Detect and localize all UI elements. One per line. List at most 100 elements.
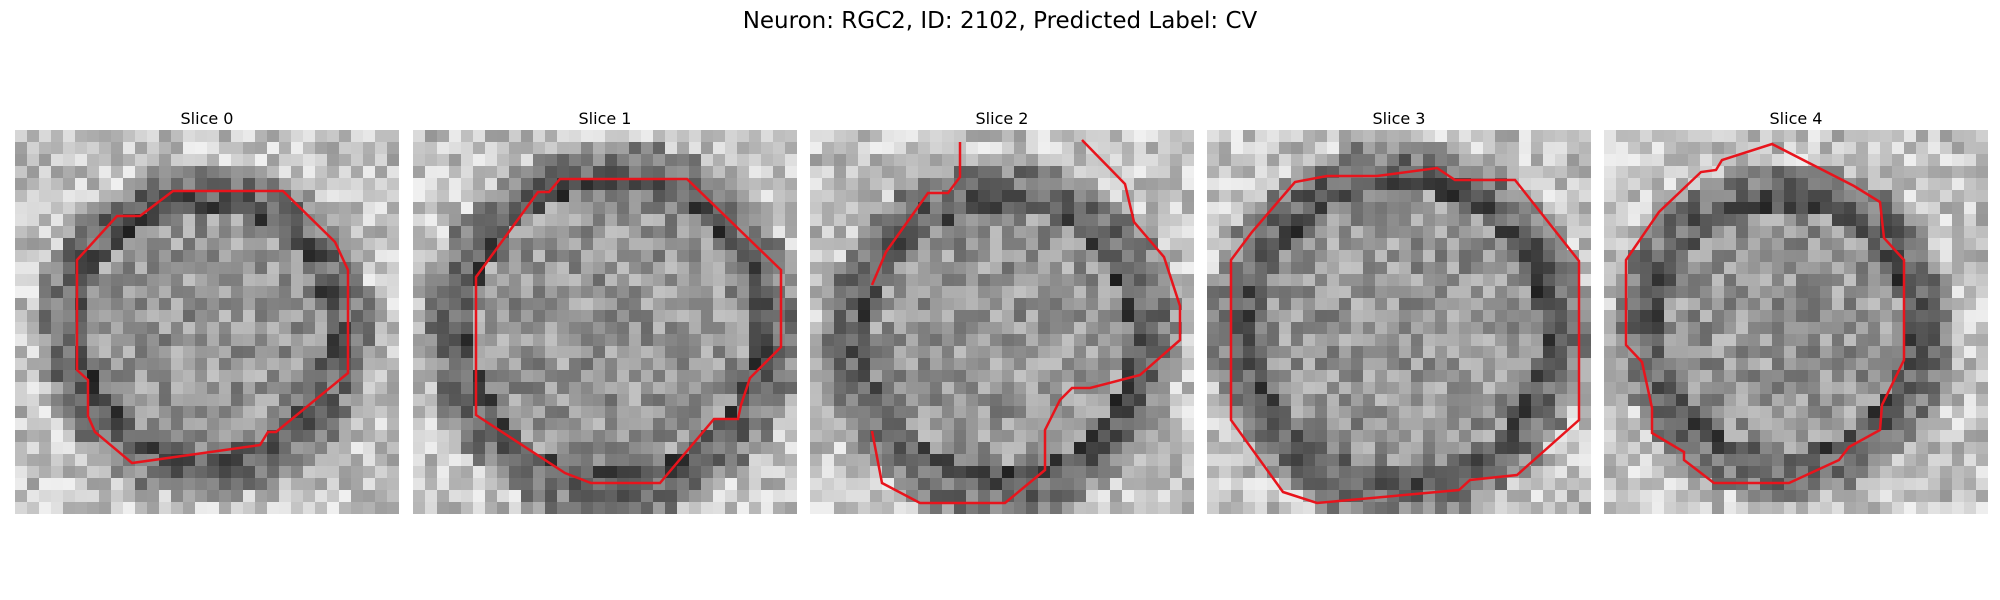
image-pixel xyxy=(1772,358,1785,371)
image-pixel xyxy=(1170,442,1183,455)
image-pixel xyxy=(207,190,220,203)
image-pixel xyxy=(1928,154,1941,167)
image-pixel xyxy=(1038,274,1051,287)
image-pixel xyxy=(51,346,64,359)
image-pixel xyxy=(1050,502,1063,514)
image-pixel xyxy=(1772,346,1785,359)
image-pixel xyxy=(593,262,606,275)
image-pixel xyxy=(605,382,618,395)
image-pixel xyxy=(1243,226,1256,239)
image-pixel xyxy=(545,274,558,287)
image-pixel xyxy=(1074,466,1087,479)
image-pixel xyxy=(1291,442,1304,455)
image-pixel xyxy=(243,190,256,203)
image-pixel xyxy=(437,226,450,239)
image-pixel xyxy=(111,406,124,419)
image-pixel xyxy=(1928,310,1941,323)
image-pixel xyxy=(267,226,280,239)
image-pixel xyxy=(231,166,244,179)
image-pixel xyxy=(1928,274,1941,287)
image-pixel xyxy=(123,478,136,491)
image-pixel xyxy=(1652,418,1665,431)
image-pixel xyxy=(1411,238,1424,251)
image-pixel xyxy=(1519,310,1532,323)
image-pixel xyxy=(1375,130,1388,143)
image-pixel xyxy=(677,166,690,179)
image-pixel xyxy=(267,358,280,371)
image-pixel xyxy=(605,430,618,443)
image-pixel xyxy=(255,274,268,287)
image-pixel xyxy=(1086,166,1099,179)
image-pixel xyxy=(27,430,40,443)
image-pixel xyxy=(665,406,678,419)
image-pixel xyxy=(1628,298,1641,311)
image-pixel xyxy=(1604,190,1617,203)
image-pixel xyxy=(894,358,907,371)
image-pixel xyxy=(1303,454,1316,467)
image-pixel xyxy=(1339,358,1352,371)
image-pixel xyxy=(701,418,714,431)
image-pixel xyxy=(1255,130,1268,143)
image-pixel xyxy=(159,430,172,443)
image-pixel xyxy=(1399,358,1412,371)
image-pixel xyxy=(1327,262,1340,275)
image-pixel xyxy=(1604,166,1617,179)
image-pixel xyxy=(1880,262,1893,275)
image-pixel xyxy=(1146,154,1159,167)
image-pixel xyxy=(1543,346,1556,359)
image-pixel xyxy=(930,298,943,311)
image-pixel xyxy=(1014,262,1027,275)
image-pixel xyxy=(1267,454,1280,467)
image-pixel xyxy=(509,286,522,299)
image-pixel xyxy=(966,394,979,407)
image-pixel xyxy=(87,298,100,311)
image-pixel xyxy=(1182,274,1194,287)
image-pixel xyxy=(1471,394,1484,407)
image-pixel xyxy=(725,262,738,275)
image-pixel xyxy=(1700,310,1713,323)
image-pixel xyxy=(1844,238,1857,251)
image-pixel xyxy=(1303,202,1316,215)
image-pixel xyxy=(437,346,450,359)
image-pixel xyxy=(1868,406,1881,419)
image-pixel xyxy=(1303,394,1316,407)
image-pixel xyxy=(339,358,352,371)
image-pixel xyxy=(1411,262,1424,275)
image-pixel xyxy=(1724,346,1737,359)
segmentation-contour xyxy=(1229,166,1581,505)
image-pixel xyxy=(954,346,967,359)
image-pixel xyxy=(1628,370,1641,383)
image-pixel xyxy=(1531,298,1544,311)
image-pixel xyxy=(521,430,534,443)
image-pixel xyxy=(1748,370,1761,383)
image-pixel xyxy=(231,226,244,239)
image-pixel xyxy=(942,370,955,383)
image-pixel xyxy=(677,274,690,287)
image-pixel xyxy=(1652,382,1665,395)
image-pixel xyxy=(509,370,522,383)
image-pixel xyxy=(1519,430,1532,443)
image-pixel xyxy=(1086,178,1099,191)
image-pixel xyxy=(1447,214,1460,227)
image-pixel xyxy=(1880,286,1893,299)
image-pixel xyxy=(1291,502,1304,514)
image-pixel xyxy=(243,274,256,287)
image-pixel xyxy=(1291,430,1304,443)
image-pixel xyxy=(1303,298,1316,311)
image-pixel xyxy=(521,502,534,514)
image-pixel xyxy=(1724,250,1737,263)
image-pixel xyxy=(990,358,1003,371)
image-pixel xyxy=(870,502,883,514)
image-pixel xyxy=(1892,226,1905,239)
slice-image xyxy=(1604,130,1988,514)
image-pixel xyxy=(918,214,931,227)
image-pixel xyxy=(183,370,196,383)
image-pixel xyxy=(1110,310,1123,323)
image-pixel xyxy=(1315,238,1328,251)
image-pixel xyxy=(1976,370,1988,383)
image-pixel xyxy=(1098,298,1111,311)
image-pixel xyxy=(39,454,52,467)
image-pixel xyxy=(593,166,606,179)
image-pixel xyxy=(303,274,316,287)
image-pixel xyxy=(135,490,148,503)
